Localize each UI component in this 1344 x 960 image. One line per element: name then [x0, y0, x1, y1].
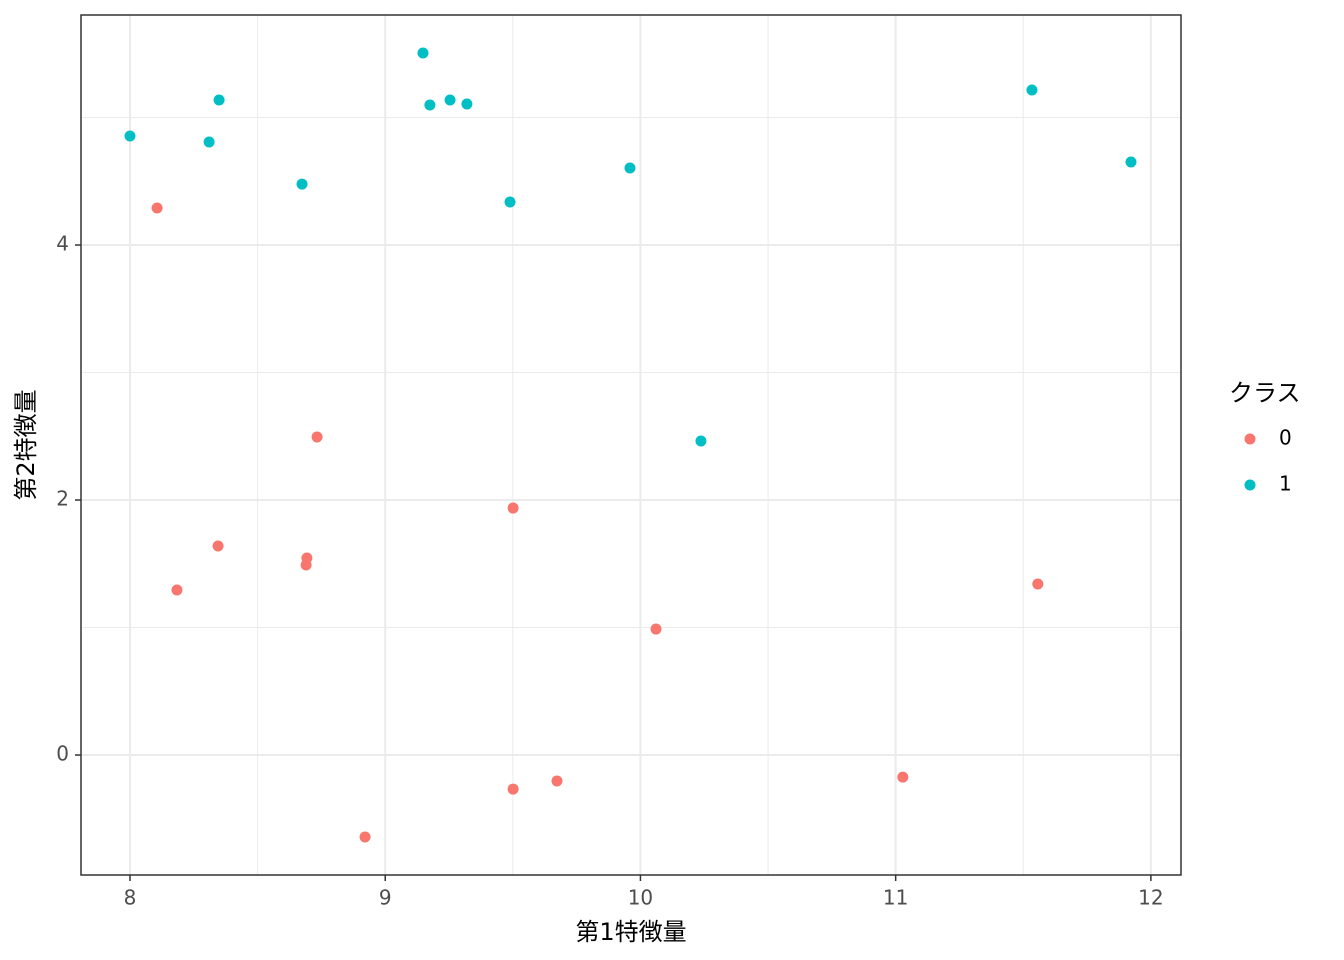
legend-key [1244, 479, 1256, 491]
point [213, 94, 225, 106]
point [444, 94, 456, 106]
y-axis-title: 第2特徴量 [12, 389, 40, 500]
y-tick-label: 4 [56, 232, 69, 256]
point [151, 202, 163, 214]
point [212, 540, 224, 552]
x-tick-label: 9 [379, 886, 392, 910]
point [296, 178, 308, 190]
point [203, 136, 215, 148]
point [504, 196, 516, 208]
legend-label: 1 [1279, 472, 1292, 496]
panel-border [80, 14, 1182, 876]
y-tick-label: 0 [56, 742, 69, 766]
point [311, 431, 323, 443]
point [359, 831, 371, 843]
point [124, 130, 136, 142]
point [461, 98, 473, 110]
x-tick-label: 10 [628, 886, 653, 910]
point [300, 559, 312, 571]
point [1026, 84, 1038, 96]
point [551, 775, 563, 787]
point [507, 783, 519, 795]
point [1032, 578, 1044, 590]
point [650, 623, 662, 635]
x-tick-label: 11 [883, 886, 908, 910]
legend: 01 [1244, 426, 1292, 496]
x-axis-title: 第1特徴量 [575, 918, 686, 946]
point [417, 47, 429, 59]
point [695, 435, 707, 447]
y-tick-label: 2 [56, 487, 69, 511]
grid [81, 15, 1181, 875]
axes: 8 9 10 11 12 0 2 4 [56, 232, 1163, 910]
legend-key [1244, 433, 1256, 445]
point [424, 99, 436, 111]
point [1125, 156, 1137, 168]
x-tick-label: 8 [124, 886, 137, 910]
legend-label: 0 [1279, 426, 1292, 450]
point [897, 771, 909, 783]
point [624, 162, 636, 174]
x-tick-label: 12 [1138, 886, 1163, 910]
points [124, 47, 1137, 843]
point [507, 502, 519, 514]
point [171, 584, 183, 596]
legend-title: クラス [1229, 379, 1301, 407]
